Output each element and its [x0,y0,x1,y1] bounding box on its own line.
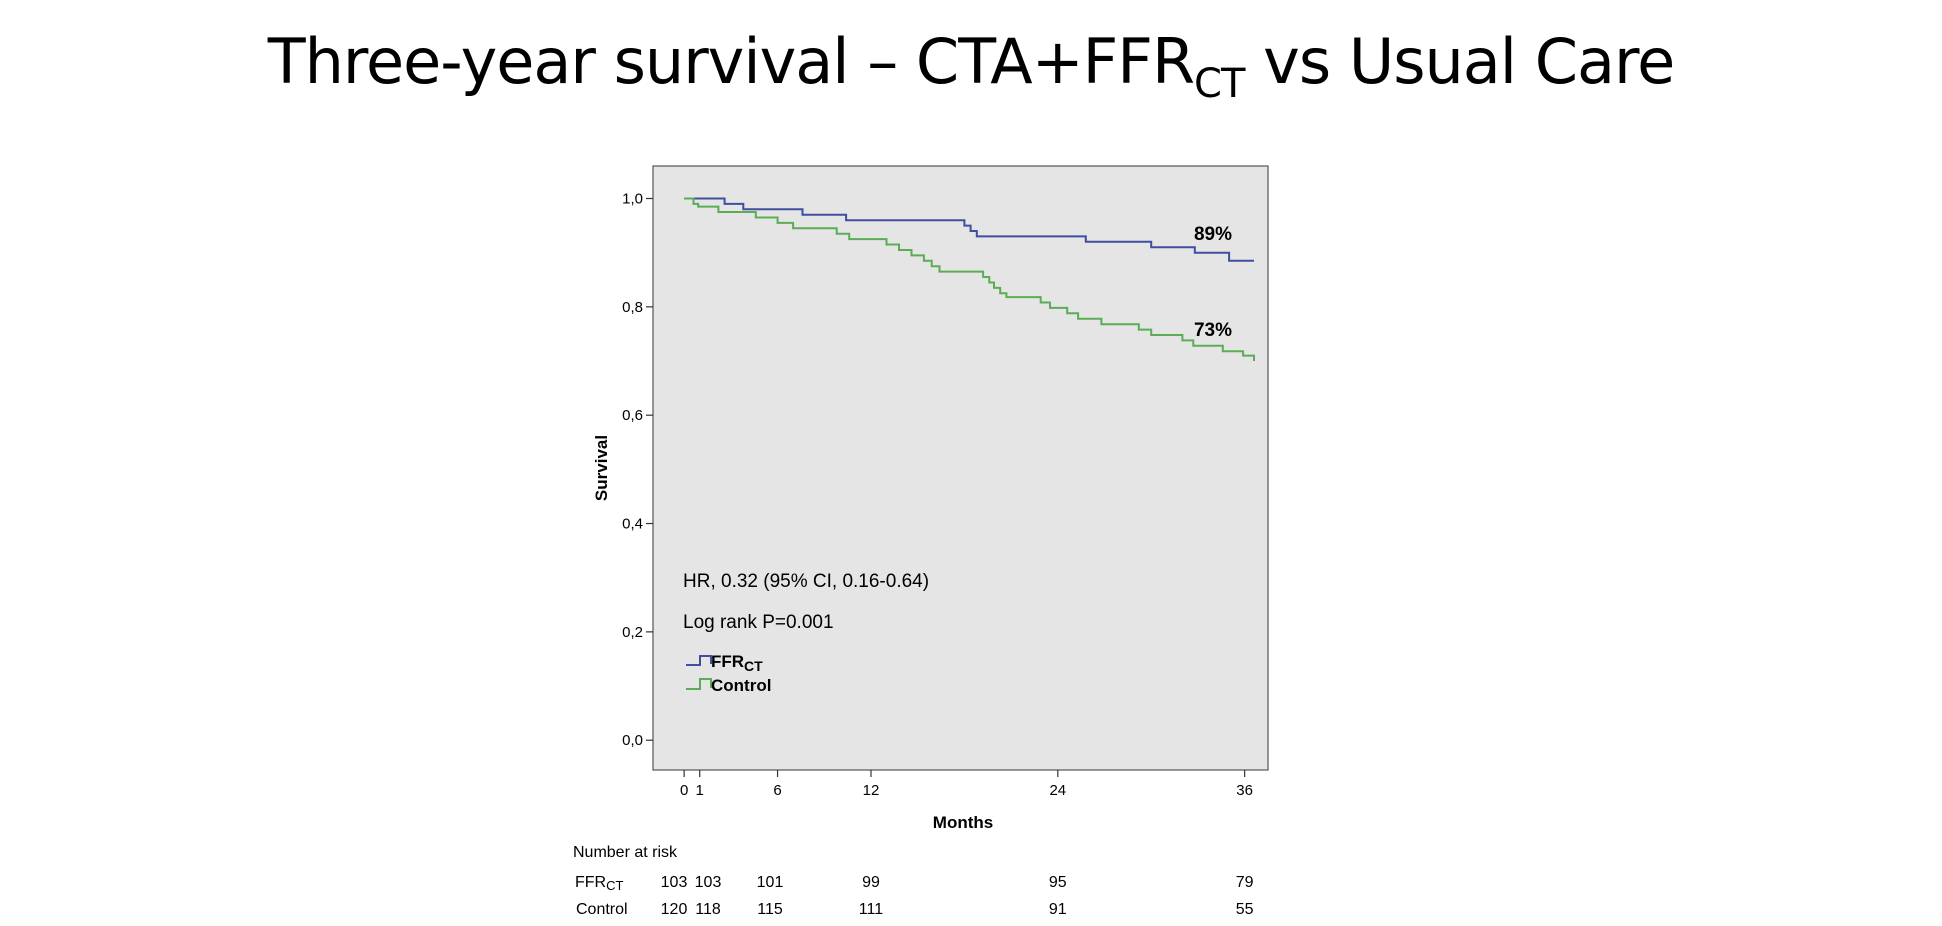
legend-ffrct-name: FFR [711,652,744,671]
risk-value: 103 [661,874,688,891]
risk-row-label-control: Control [576,901,628,918]
y-tick-label: 1,0 [622,191,643,208]
hazard-ratio-annotation: HR, 0.32 (95% CI, 0.16-0.64) [683,571,929,592]
log-rank-annotation: Log rank P=0.001 [683,612,834,633]
x-axis-title: Months [933,813,993,832]
page-title: Three-year survival – CTA+FFRCT vs Usual… [0,22,1942,104]
y-tick-label: 0,8 [622,299,643,316]
risk-value: 55 [1236,901,1254,918]
plot-background [652,165,1269,771]
risk-value: 99 [862,874,880,891]
x-tick-label: 6 [773,782,781,799]
risk-value: 120 [661,901,688,918]
legend-swatch-ffrct [686,655,712,666]
survival-curve-ffrct [684,197,1254,262]
legend-label-control: Control [711,676,771,695]
x-tick-label: 36 [1236,782,1253,799]
risk-value: 115 [757,901,783,918]
title-subscript: CT [1194,61,1245,107]
risk-value: 91 [1049,901,1067,918]
risk-value: 111 [859,901,883,918]
risk-value: 118 [695,901,721,918]
risk-row-label-ffrct-name: FFR [575,874,606,891]
end-label-control: 73% [1194,320,1232,341]
risk-row-label-ffrct: FFRCT [575,874,623,893]
y-axis: 0,0 0,2 0,4 0,6 0,8 1,0 [622,191,653,749]
survival-curves [684,197,1255,361]
y-tick-label: 0,2 [622,624,643,641]
risk-value: 79 [1236,874,1254,891]
risk-value: 103 [695,874,722,891]
legend-swatch-control [686,678,712,690]
risk-value: 95 [1049,874,1067,891]
y-tick-label: 0,4 [622,516,643,533]
legend-label-ffrct: FFRCT [711,652,763,674]
legend: FFRCT Control [686,652,771,695]
y-tick-label: 0,0 [622,732,643,749]
x-tick-label: 0 [680,782,688,799]
risk-value: 101 [757,874,784,891]
survival-curve-control [684,197,1255,361]
y-axis-title: Survival [592,435,611,501]
end-label-ffrct: 89% [1194,224,1232,245]
risk-row-label-ffrct-sub: CT [606,878,623,893]
title-tail: vs Usual Care [1244,25,1675,98]
risk-values: 103 103 101 99 95 79 120 118 115 111 91 55 [661,874,1254,918]
title-main: Three-year survival – CTA+FFR [267,25,1195,98]
x-tick-label: 1 [696,782,704,799]
y-tick-label: 0,6 [622,407,643,424]
x-axis: 0 1 6 12 24 36 [680,770,1253,799]
x-tick-label: 24 [1049,782,1066,799]
x-tick-label: 12 [863,782,880,799]
number-at-risk-table: Number at risk FFRCT Control 103 103 101 99… [573,844,1254,918]
legend-ffrct-sub: CT [744,658,763,674]
number-at-risk-title: Number at risk [573,844,678,861]
